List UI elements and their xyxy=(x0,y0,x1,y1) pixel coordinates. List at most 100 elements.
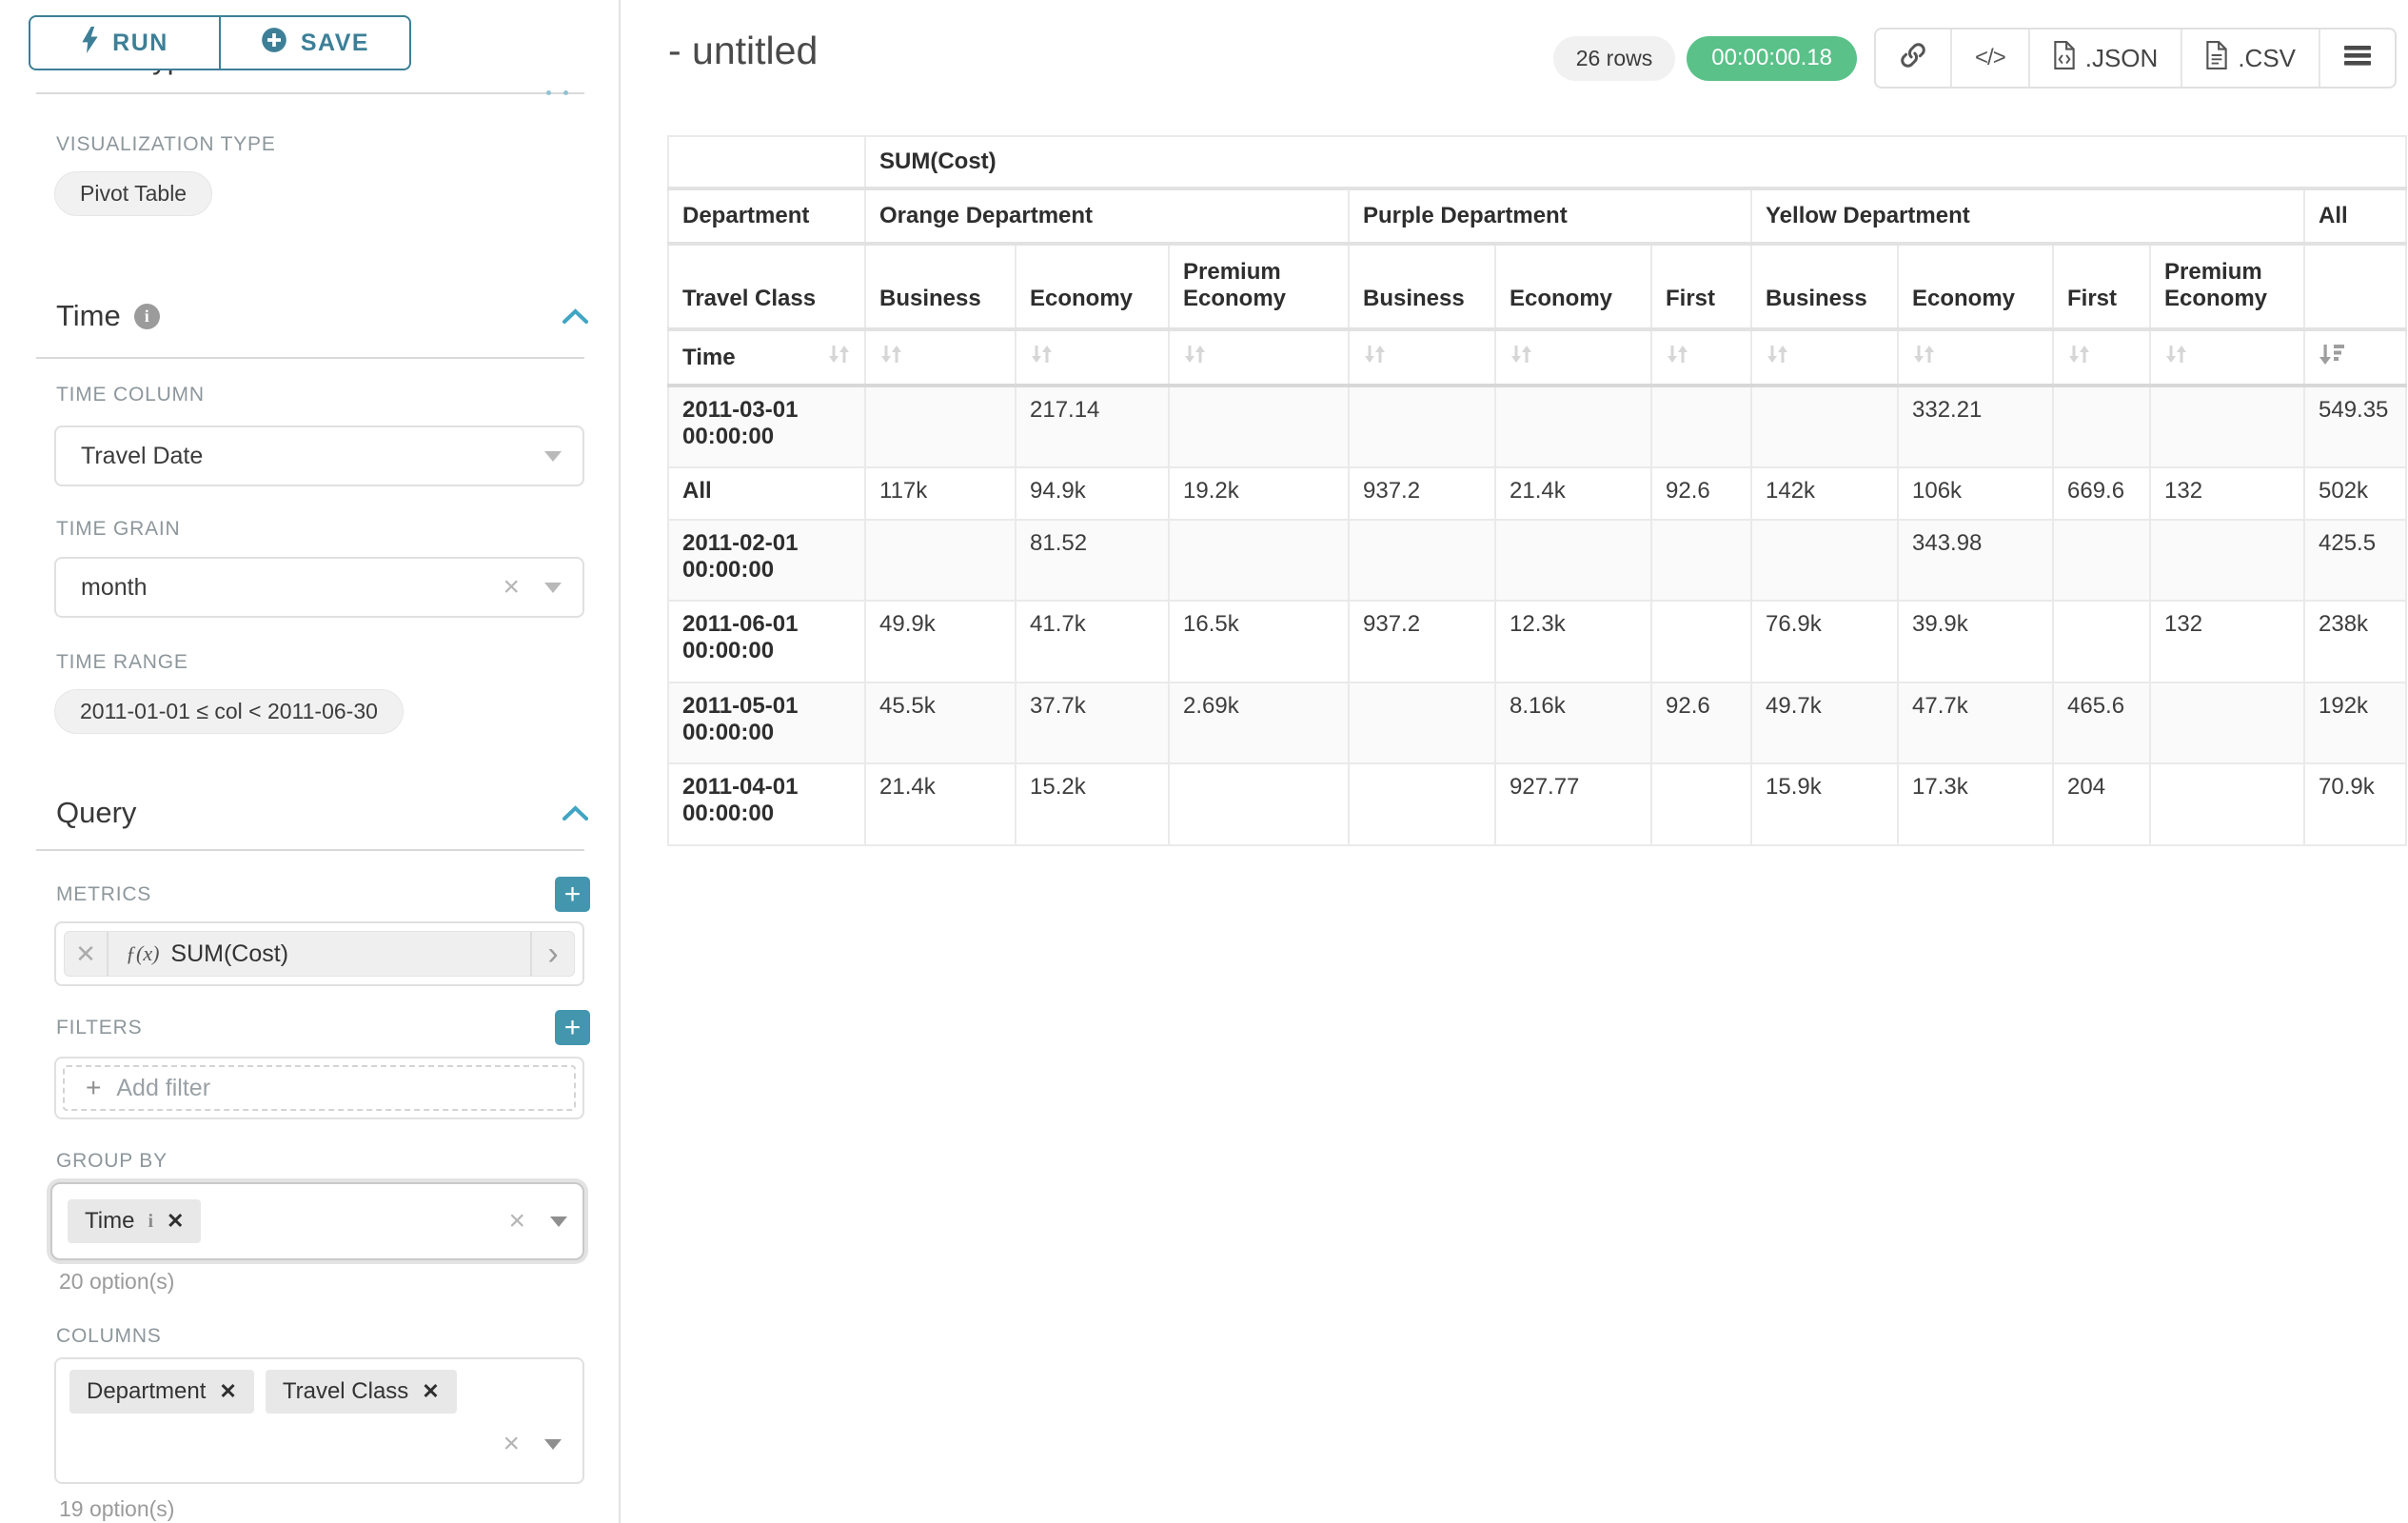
columns-tag-department[interactable]: Department ✕ xyxy=(69,1370,254,1414)
sort-icon[interactable] xyxy=(1030,341,1054,374)
sort-icon[interactable] xyxy=(1510,341,1533,374)
filters-container: + Add filter xyxy=(54,1057,584,1119)
sort-icon[interactable] xyxy=(1766,341,1789,374)
group-by-select[interactable]: Time i ✕ × xyxy=(50,1182,584,1260)
sort-icon[interactable] xyxy=(2067,341,2091,374)
time-column-select[interactable]: Travel Date xyxy=(54,425,584,486)
sort-column-header[interactable] xyxy=(1016,329,1169,386)
sort-column-header[interactable] xyxy=(1751,329,1898,386)
chevron-down-icon[interactable] xyxy=(550,1216,567,1227)
travel-class-header: Business xyxy=(865,244,1016,329)
export-json-button[interactable]: .JSON xyxy=(2028,30,2181,87)
clear-icon[interactable]: × xyxy=(503,1430,520,1458)
pivot-cell xyxy=(1169,386,1349,467)
sort-desc-icon[interactable] xyxy=(2319,341,2345,374)
pivot-cell: 45.5k xyxy=(865,682,1016,763)
function-icon: ƒ(x) xyxy=(126,941,159,966)
page-title[interactable]: - untitled xyxy=(668,29,818,73)
pivot-cell: 8.16k xyxy=(1495,682,1651,763)
chevron-right-icon[interactable]: › xyxy=(530,932,574,976)
sort-column-header[interactable] xyxy=(2053,329,2150,386)
travel-class-header: Economy xyxy=(1016,244,1169,329)
menu-button[interactable] xyxy=(2319,30,2395,87)
chevron-down-icon[interactable] xyxy=(544,583,562,593)
sort-icon[interactable] xyxy=(1363,341,1387,374)
row-label-cell: 2011-03-01 00:00:00 xyxy=(668,386,865,467)
add-metric-button[interactable]: + xyxy=(555,877,590,912)
pivot-cell: 106k xyxy=(1898,467,2053,520)
pivot-cell xyxy=(1349,386,1495,467)
travel-class-header: First xyxy=(1651,244,1751,329)
row-dim-label-travel-class: Travel Class xyxy=(668,244,865,329)
clear-icon[interactable]: × xyxy=(508,1207,525,1236)
chevron-up-icon[interactable] xyxy=(563,805,588,821)
pivot-cell: 76.9k xyxy=(1751,601,1898,682)
pivot-cell: 15.9k xyxy=(1751,763,1898,845)
sort-column-header[interactable] xyxy=(1349,329,1495,386)
pivot-cell xyxy=(2053,520,2150,601)
pivot-cell: 21.4k xyxy=(865,763,1016,845)
sort-column-header[interactable] xyxy=(2150,329,2304,386)
clear-icon[interactable]: × xyxy=(503,573,520,602)
pivot-cell xyxy=(1495,520,1651,601)
chevron-up-icon[interactable] xyxy=(563,308,588,324)
group-by-label: GROUP BY xyxy=(56,1150,168,1173)
sort-column-header[interactable] xyxy=(1495,329,1651,386)
info-icon[interactable]: i xyxy=(134,304,160,329)
pivot-cell xyxy=(1495,386,1651,467)
time-grain-select[interactable]: month × xyxy=(54,557,584,618)
row-label-cell: 2011-02-01 00:00:00 xyxy=(668,520,865,601)
visualization-type-label: VISUALIZATION TYPE xyxy=(56,133,276,156)
copy-link-button[interactable] xyxy=(1876,30,1950,87)
sort-icon[interactable] xyxy=(1912,341,1936,374)
columns-tag-travel-class[interactable]: Travel Class ✕ xyxy=(266,1370,457,1414)
time-column-label: TIME COLUMN xyxy=(56,384,205,406)
sort-icon[interactable] xyxy=(1666,341,1689,374)
sort-icon[interactable] xyxy=(2164,341,2188,374)
chart-header-controls: 26 rows 00:00:00.18 </> xyxy=(1553,28,2397,89)
remove-metric-icon[interactable]: ✕ xyxy=(65,932,109,976)
remove-tag-icon[interactable]: ✕ xyxy=(219,1379,236,1404)
sort-icon[interactable] xyxy=(1183,341,1207,374)
pivot-row: 2011-06-01 00:00:0049.9k41.7k16.5k937.21… xyxy=(668,601,2406,682)
add-filter-button[interactable]: + Add filter xyxy=(63,1065,576,1111)
export-csv-button[interactable]: .CSV xyxy=(2181,30,2319,87)
department-group-header: Yellow Department xyxy=(1751,188,2304,244)
remove-tag-icon[interactable]: ✕ xyxy=(422,1379,439,1404)
sort-icon[interactable] xyxy=(827,341,851,374)
visualization-type-pill[interactable]: Pivot Table xyxy=(54,171,212,216)
csv-file-icon xyxy=(2205,41,2228,76)
sort-desc-column-header[interactable] xyxy=(2304,329,2406,386)
pivot-cell: 425.5 xyxy=(2304,520,2406,601)
run-button[interactable]: RUN xyxy=(30,17,219,69)
remove-tag-icon[interactable]: ✕ xyxy=(167,1209,184,1234)
row-dim-label-department: Department xyxy=(668,188,865,244)
sort-column-header[interactable] xyxy=(1898,329,2053,386)
row-dim-label-time[interactable]: Time xyxy=(668,329,865,386)
sort-column-header[interactable] xyxy=(1651,329,1751,386)
add-filter-plus-button[interactable]: + xyxy=(555,1010,590,1045)
embed-code-button[interactable]: </> xyxy=(1950,30,2028,87)
sort-column-header[interactable] xyxy=(1169,329,1349,386)
sort-icon[interactable] xyxy=(879,341,903,374)
pivot-cell: 19.2k xyxy=(1169,467,1349,520)
pivot-cell: 16.5k xyxy=(1169,601,1349,682)
group-by-tag-time[interactable]: Time i ✕ xyxy=(68,1199,201,1243)
chevron-down-icon[interactable] xyxy=(544,451,562,462)
run-save-button-group: RUN SAVE xyxy=(29,15,411,70)
pivot-cell xyxy=(865,386,1016,467)
plus-icon: + xyxy=(86,1075,101,1101)
info-icon[interactable]: i xyxy=(148,1211,153,1233)
save-button[interactable]: SAVE xyxy=(219,17,409,69)
columns-select[interactable]: Department ✕ Travel Class ✕ × xyxy=(54,1357,584,1484)
divider xyxy=(36,357,584,359)
sort-column-header[interactable] xyxy=(865,329,1016,386)
pivot-cell: 70.9k xyxy=(2304,763,2406,845)
metrics-container: ✕ ƒ(x) SUM(Cost) › xyxy=(54,921,584,986)
metric-pill[interactable]: ✕ ƒ(x) SUM(Cost) › xyxy=(64,931,575,977)
chart-panel: - untitled 26 rows 00:00:00.18 </> xyxy=(621,0,2408,1523)
pivot-cell xyxy=(1651,763,1751,845)
chevron-down-icon[interactable] xyxy=(544,1439,562,1450)
pivot-cell: 2.69k xyxy=(1169,682,1349,763)
time-range-pill[interactable]: 2011-01-01 ≤ col < 2011-06-30 xyxy=(54,689,404,734)
